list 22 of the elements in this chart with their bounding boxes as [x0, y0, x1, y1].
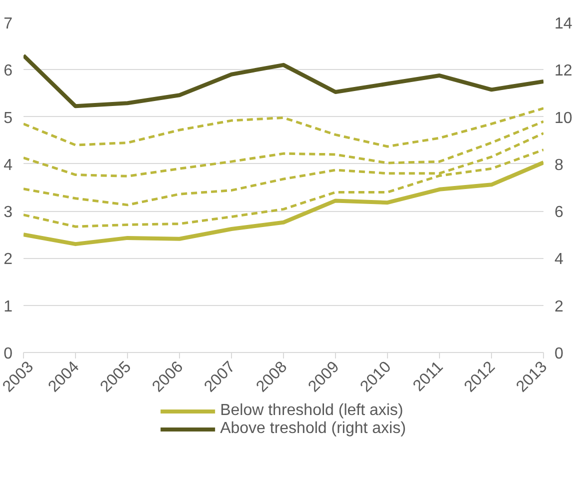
legend-label: Above treshold (right axis)	[220, 420, 406, 438]
y-tick-label: 1	[4, 298, 13, 316]
y-tick-label: 7	[4, 16, 13, 32]
line-series	[24, 54, 544, 108]
y2-tick-label: 12	[554, 62, 572, 80]
y2-tick-label: 0	[554, 346, 564, 362]
y2-tick-label: 14	[554, 16, 572, 32]
y-tick-label: 5	[4, 110, 13, 127]
line-series	[24, 160, 544, 246]
y-tick-label: 2	[4, 251, 13, 268]
legend-label: Below threshold (left axis)	[220, 402, 404, 420]
y2-tick-label: 4	[554, 251, 564, 268]
line-series	[24, 120, 544, 178]
y2-tick-label: 10	[554, 110, 572, 127]
y-tick-label: 0	[4, 346, 13, 362]
y2-tick-label: 8	[554, 156, 564, 174]
y-tick-label: 4	[4, 156, 13, 174]
line-series	[24, 107, 544, 148]
y-tick-label: 3	[4, 204, 13, 222]
y2-tick-label: 6	[554, 204, 564, 222]
y2-tick-label: 2	[554, 298, 564, 316]
y-tick-label: 6	[4, 62, 13, 80]
